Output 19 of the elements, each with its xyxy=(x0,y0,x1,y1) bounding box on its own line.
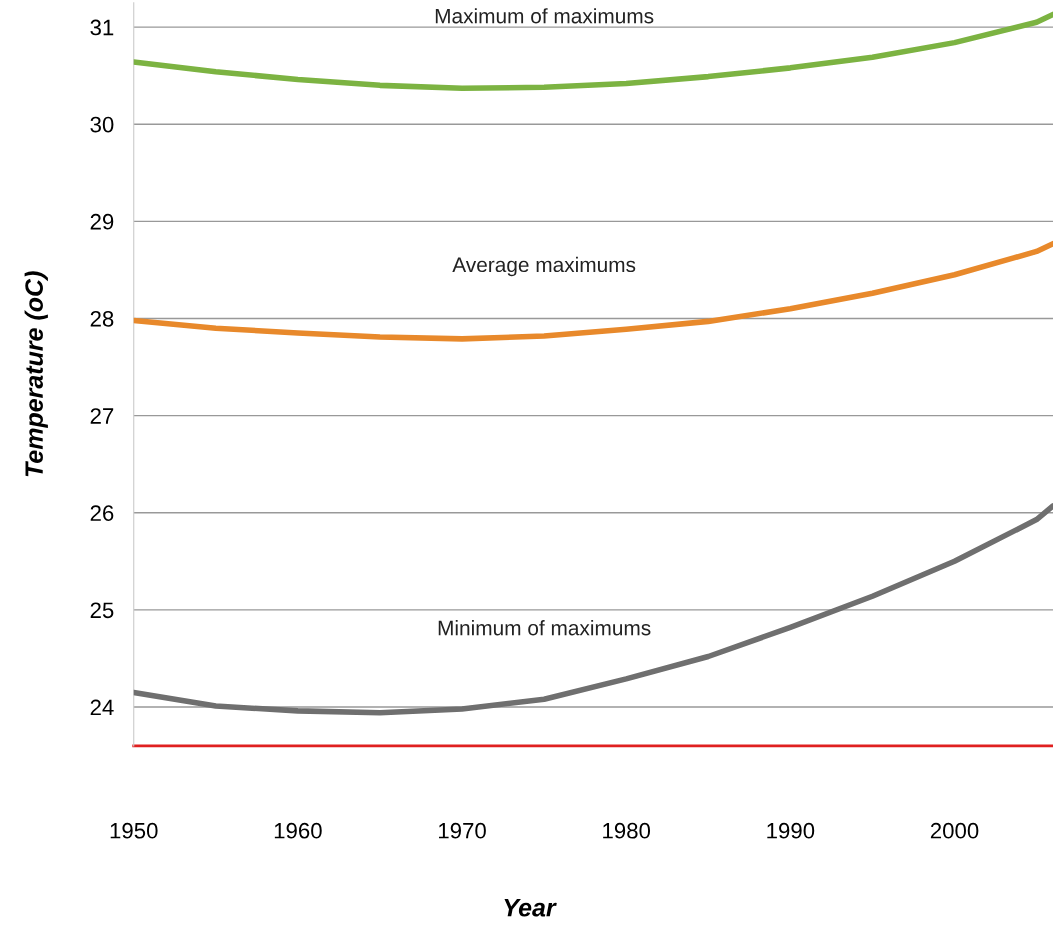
x-tick-label: 1970 xyxy=(439,822,486,839)
y-tick-label: 29 xyxy=(90,213,114,230)
y-tick-label: 28 xyxy=(90,311,114,327)
text: Average maximums xyxy=(452,256,636,277)
x-tick-label: 1960 xyxy=(274,822,322,839)
series-label: Minimum of maximums xyxy=(438,620,651,636)
y-tick-label: 25 xyxy=(90,602,114,619)
x-tick-label: 1950 xyxy=(110,822,158,839)
y-tick-label: 30 xyxy=(90,116,114,133)
text: Maximum of maximums xyxy=(435,8,654,24)
x-tick-label: 1990 xyxy=(767,822,815,839)
x-axis-title: Year xyxy=(504,899,557,917)
x-tick-label: 1980 xyxy=(603,822,651,839)
x-tick-label: 2000 xyxy=(930,822,979,839)
y-axis-title: Temperature (oC) xyxy=(24,271,48,477)
y-tick-label: 31 xyxy=(90,19,114,36)
y-tick-label: 26 xyxy=(90,505,114,522)
y-tick-label: 24 xyxy=(90,699,114,716)
y-tick-label: 27 xyxy=(90,408,114,424)
